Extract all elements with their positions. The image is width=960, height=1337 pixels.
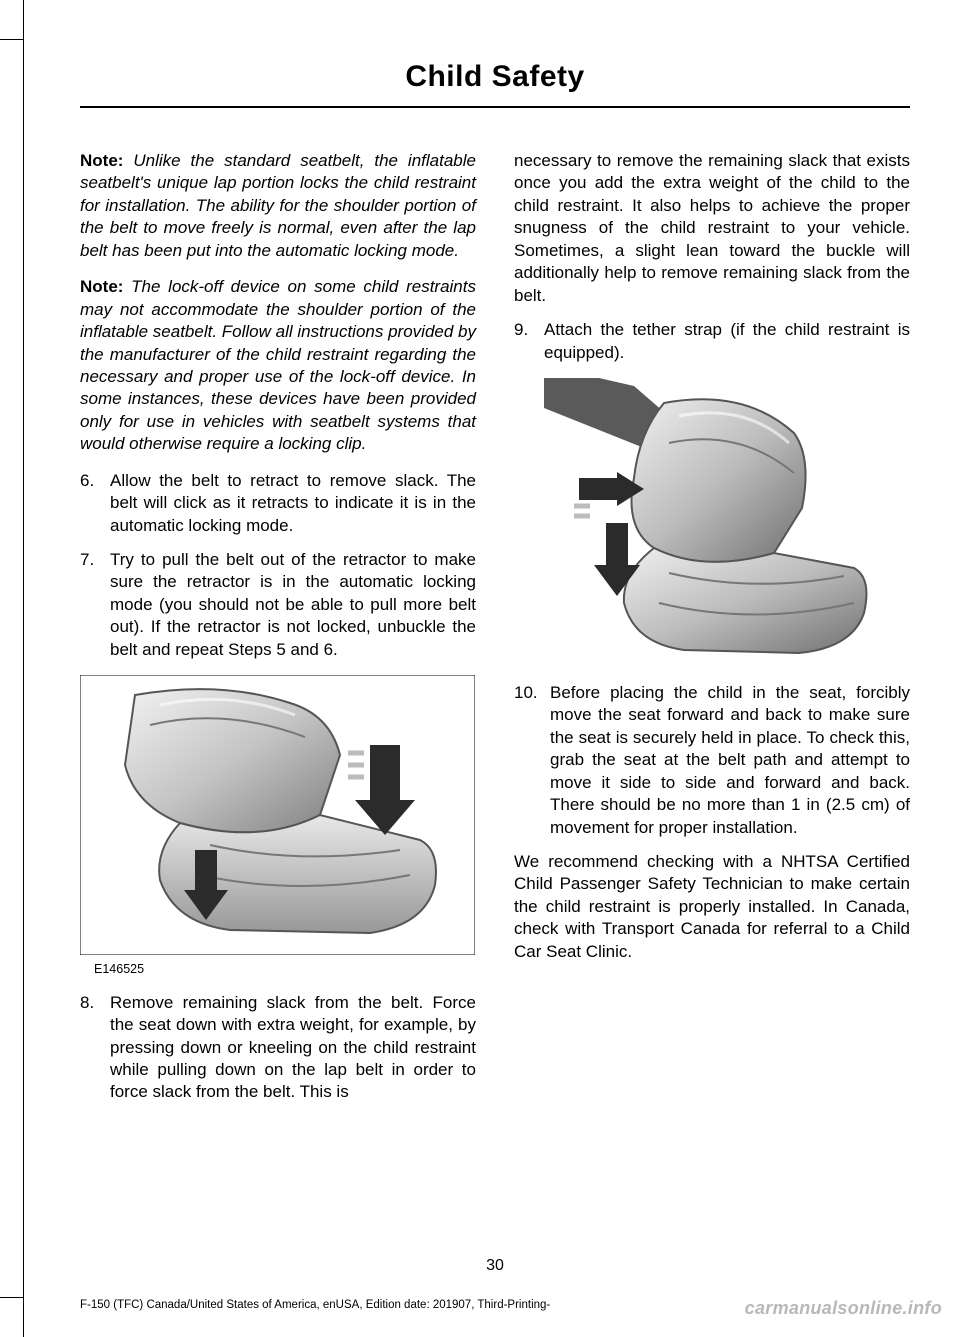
step-text: Attach the tether strap (if the child re… (544, 319, 910, 364)
steps-list-left-2: 8. Remove remaining slack from the belt.… (80, 992, 476, 1104)
step-text: Before placing the child in the seat, fo… (550, 682, 910, 839)
steps-list-left: 6. Allow the belt to retract to remove s… (80, 470, 476, 662)
figure-tether-strap (544, 378, 910, 668)
step-number: 6. (80, 470, 110, 537)
steps-list-right: 9. Attach the tether strap (if the child… (514, 319, 910, 364)
note-2: Note: The lock-off device on some child … (80, 276, 476, 456)
step-9: 9. Attach the tether strap (if the child… (514, 319, 910, 364)
seat-press-down-icon (80, 675, 475, 955)
crop-mark-bottom (0, 1297, 24, 1337)
step-text: Remove remaining slack from the belt. Fo… (110, 992, 476, 1104)
figure-label: E146525 (94, 961, 476, 978)
crop-mark-top (0, 0, 24, 40)
closing-paragraph: We recommend checking with a NHTSA Certi… (514, 851, 910, 963)
page-header: Child Safety (80, 60, 910, 108)
steps-list-right-2: 10. Before placing the child in the seat… (514, 682, 910, 839)
step-10: 10. Before placing the child in the seat… (514, 682, 910, 839)
step-7: 7. Try to pull the belt out of the retra… (80, 549, 476, 661)
page-number: 30 (30, 1257, 960, 1275)
left-column: Note: Unlike the standard seatbelt, the … (80, 150, 476, 1116)
figure-seat-press-down: E146525 (80, 675, 476, 978)
footer-edition: F-150 (TFC) Canada/United States of Amer… (80, 1299, 550, 1311)
step-number: 8. (80, 992, 110, 1104)
page-title: Child Safety (80, 60, 910, 94)
step-8: 8. Remove remaining slack from the belt.… (80, 992, 476, 1104)
note-text: Unlike the standard seatbelt, the inflat… (80, 151, 476, 260)
step-number: 7. (80, 549, 110, 661)
note-label: Note: (80, 151, 123, 170)
note-label: Note: (80, 277, 123, 296)
tether-strap-icon (544, 378, 879, 668)
page-content: Child Safety Note: Unlike the standard s… (30, 0, 960, 1337)
note-text: The lock-off device on some child restra… (80, 277, 476, 453)
step-text: Try to pull the belt out of the retracto… (110, 549, 476, 661)
crop-marks-left (0, 0, 24, 1337)
step-number: 9. (514, 319, 544, 364)
watermark: carmanualsonline.info (745, 1298, 942, 1319)
step-text: Allow the belt to retract to remove slac… (110, 470, 476, 537)
note-1: Note: Unlike the standard seatbelt, the … (80, 150, 476, 262)
step-6: 6. Allow the belt to retract to remove s… (80, 470, 476, 537)
right-column: necessary to remove the remaining slack … (514, 150, 910, 1116)
two-column-layout: Note: Unlike the standard seatbelt, the … (80, 150, 910, 1116)
step-8-continued: necessary to remove the remaining slack … (514, 150, 910, 307)
step-number: 10. (514, 682, 550, 839)
